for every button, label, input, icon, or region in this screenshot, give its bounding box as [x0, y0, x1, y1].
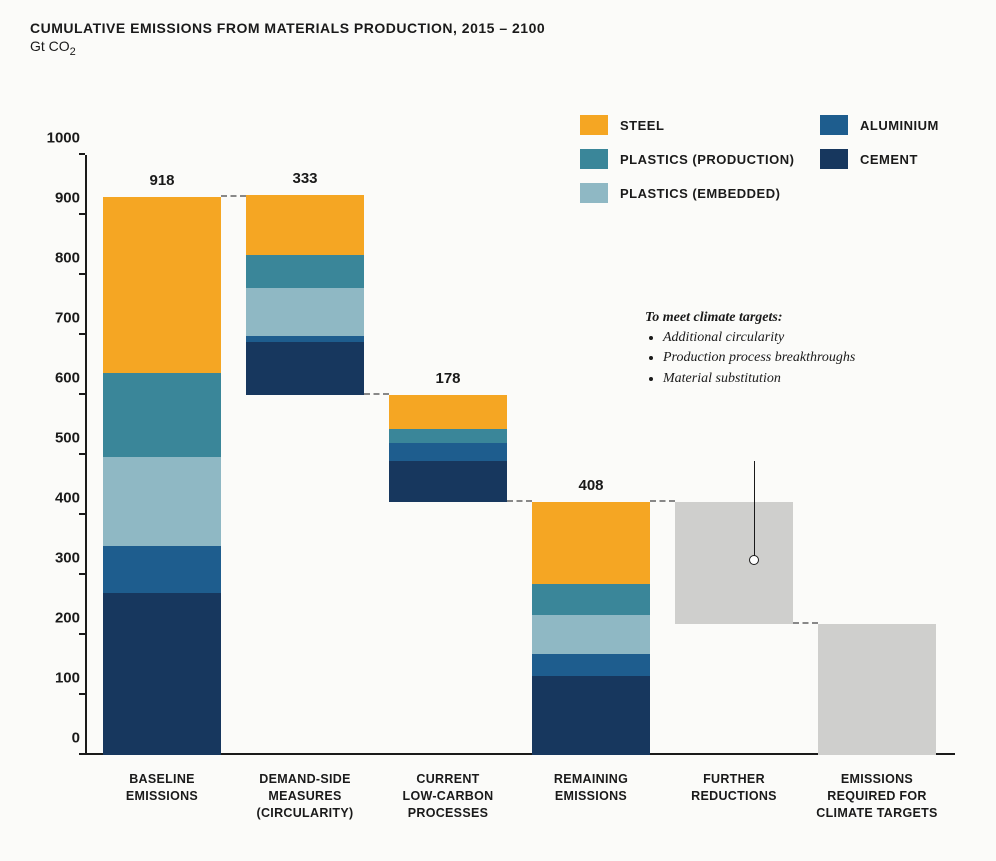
bar-total-label: 408	[532, 477, 650, 494]
bar-segment-plastics_production	[389, 429, 507, 443]
y-tick-mark	[79, 513, 85, 515]
subtitle-text: Gt CO	[30, 38, 70, 54]
category-label: FURTHERREDUCTIONS	[663, 771, 805, 805]
y-axis-line	[85, 155, 87, 755]
y-tick: 800	[35, 250, 80, 267]
bar-total-label: 918	[103, 172, 221, 189]
connector	[650, 500, 675, 502]
chart-subtitle: Gt CO2	[30, 38, 970, 58]
bar-segment-aluminium	[389, 443, 507, 461]
chart-title: CUMULATIVE EMISSIONS FROM MATERIALS PROD…	[30, 20, 970, 36]
annotation-box: To meet climate targets:Additional circu…	[645, 308, 915, 389]
category-label: REMAININGEMISSIONS	[520, 771, 662, 805]
y-tick: 200	[35, 610, 80, 627]
bar-segment-plastics_production	[246, 255, 364, 289]
bar-segment-cement	[532, 676, 650, 755]
category-label: DEMAND-SIDEMEASURES(CIRCULARITY)	[234, 771, 376, 822]
y-tick-mark	[79, 333, 85, 335]
bar-segment-plastics_embedded	[532, 615, 650, 654]
y-tick: 600	[35, 370, 80, 387]
bar-segment-cement	[103, 593, 221, 755]
bar-segment-aluminium	[246, 336, 364, 342]
annotation-item: Production process breakthroughs	[663, 348, 915, 368]
bar-segment-plastics_production	[103, 373, 221, 457]
chart-container: CUMULATIVE EMISSIONS FROM MATERIALS PROD…	[30, 20, 970, 58]
annotation-item: Material substitution	[663, 369, 915, 389]
legend-swatch	[820, 115, 848, 135]
y-tick-mark	[79, 273, 85, 275]
y-tick-mark	[79, 693, 85, 695]
bar-segment-plastics_embedded	[246, 288, 364, 336]
y-tick: 1000	[35, 130, 80, 147]
y-tick-mark	[79, 753, 85, 755]
bar-segment-cement	[246, 342, 364, 395]
annotation-title: To meet climate targets:	[645, 308, 915, 328]
bar-segment-plastics_production	[532, 584, 650, 615]
bar-segment-steel	[389, 395, 507, 429]
annotation-pointer-line	[754, 461, 755, 560]
y-tick-mark	[79, 393, 85, 395]
y-tick: 300	[35, 550, 80, 567]
y-tick-mark	[79, 633, 85, 635]
connector	[221, 195, 246, 197]
y-tick: 700	[35, 310, 80, 327]
y-tick-mark	[79, 573, 85, 575]
annotation-pointer-circle	[749, 555, 759, 565]
bar-segment-aluminium	[532, 654, 650, 676]
bar-segment-steel	[246, 195, 364, 254]
connector	[507, 500, 532, 502]
bar-segment-steel	[532, 502, 650, 584]
category-label: EMISSIONSREQUIRED FORCLIMATE TARGETS	[806, 771, 948, 822]
y-tick: 400	[35, 490, 80, 507]
y-tick-mark	[79, 453, 85, 455]
legend-swatch	[580, 115, 608, 135]
y-tick: 900	[35, 190, 80, 207]
bar-segment-plastics_embedded	[103, 457, 221, 546]
bar-segment-steel	[103, 197, 221, 373]
annotation-list: Additional circularityProduction process…	[663, 328, 915, 389]
category-label: CURRENTLOW-CARBONPROCESSES	[377, 771, 519, 822]
legend-item-aluminium: ALUMINIUM	[820, 115, 996, 135]
legend-label: ALUMINIUM	[860, 118, 939, 133]
legend-item-steel: STEEL	[580, 115, 800, 135]
bar-segment-gray	[818, 624, 936, 755]
y-tick-mark	[79, 153, 85, 155]
annotation-item: Additional circularity	[663, 328, 915, 348]
legend-label: STEEL	[620, 118, 664, 133]
bar-segment-aluminium	[103, 546, 221, 593]
category-label: BASELINEEMISSIONS	[91, 771, 233, 805]
connector	[793, 622, 818, 624]
bar-segment-cement	[389, 461, 507, 502]
y-tick: 500	[35, 430, 80, 447]
plot-area: 01002003004005006007008009001000918BASEL…	[85, 155, 955, 755]
y-tick: 100	[35, 670, 80, 687]
y-tick-mark	[79, 213, 85, 215]
y-tick: 0	[35, 730, 80, 747]
bar-total-label: 178	[389, 370, 507, 387]
connector	[364, 393, 389, 395]
bar-total-label: 333	[246, 170, 364, 187]
subtitle-subscript: 2	[70, 46, 76, 58]
bar-segment-gray	[675, 502, 793, 624]
